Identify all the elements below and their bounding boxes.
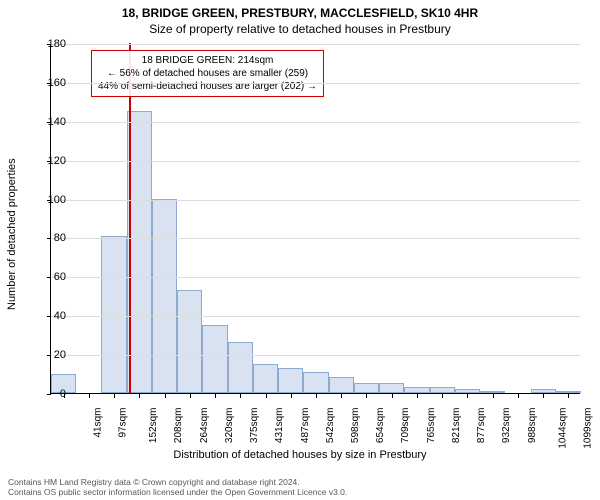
xtick-label: 264sqm	[199, 408, 210, 444]
ytick-label: 40	[36, 310, 66, 322]
chart-title-sub: Size of property relative to detached ho…	[0, 20, 600, 36]
grid-line	[51, 238, 580, 239]
histogram-bar	[278, 368, 303, 393]
y-axis-title: Number of detached properties	[6, 158, 18, 310]
xtick-mark	[392, 394, 393, 398]
histogram-bar	[329, 377, 354, 393]
histogram-bar	[480, 391, 505, 393]
xtick-label: 598sqm	[350, 408, 361, 444]
xtick-mark	[114, 394, 115, 398]
footer-line2: Contains OS public sector information li…	[8, 487, 347, 498]
histogram-bar	[354, 383, 379, 393]
xtick-label: 988sqm	[527, 408, 538, 444]
xtick-label: 431sqm	[274, 408, 285, 444]
grid-line	[51, 44, 580, 45]
ytick-label: 160	[36, 77, 66, 89]
xtick-mark	[366, 394, 367, 398]
histogram-bar	[228, 342, 253, 393]
histogram-bar	[556, 391, 581, 393]
xtick-label: 375sqm	[249, 408, 260, 444]
ytick-label: 80	[36, 232, 66, 244]
footer-attribution: Contains HM Land Registry data © Crown c…	[8, 477, 347, 498]
xtick-mark	[291, 394, 292, 398]
xtick-label: 1044sqm	[558, 408, 569, 449]
xtick-mark	[316, 394, 317, 398]
grid-line	[51, 83, 580, 84]
xtick-mark	[467, 394, 468, 398]
xtick-mark	[518, 394, 519, 398]
histogram-bar	[303, 372, 328, 393]
xtick-label: 654sqm	[375, 408, 386, 444]
xtick-mark	[266, 394, 267, 398]
chart-title-main: 18, BRIDGE GREEN, PRESTBURY, MACCLESFIEL…	[0, 0, 600, 20]
xtick-label: 821sqm	[451, 408, 462, 444]
grid-line	[51, 122, 580, 123]
ytick-label: 100	[36, 194, 66, 206]
xtick-label: 1099sqm	[583, 408, 594, 449]
xtick-mark	[190, 394, 191, 398]
xtick-label: 542sqm	[325, 408, 336, 444]
ytick-label: 180	[36, 38, 66, 50]
xtick-mark	[417, 394, 418, 398]
grid-line	[51, 355, 580, 356]
xtick-mark	[568, 394, 569, 398]
grid-line	[51, 277, 580, 278]
xtick-label: 709sqm	[401, 408, 412, 444]
histogram-bar	[253, 364, 278, 393]
xtick-mark	[493, 394, 494, 398]
xtick-label: 765sqm	[426, 408, 437, 444]
xtick-label: 41sqm	[92, 408, 103, 438]
xtick-mark	[89, 394, 90, 398]
xtick-label: 208sqm	[173, 408, 184, 444]
xtick-mark	[543, 394, 544, 398]
grid-line	[51, 316, 580, 317]
xtick-mark	[341, 394, 342, 398]
histogram-bar	[379, 383, 404, 393]
histogram-bar	[177, 290, 202, 393]
ytick-label: 140	[36, 116, 66, 128]
xtick-label: 320sqm	[224, 408, 235, 444]
annotation-line2: ← 56% of detached houses are smaller (25…	[98, 67, 317, 80]
histogram-bar	[404, 387, 429, 393]
xtick-label: 152sqm	[148, 408, 159, 444]
annotation-line1: 18 BRIDGE GREEN: 214sqm	[98, 54, 317, 67]
ytick-label: 120	[36, 155, 66, 167]
histogram-bar	[152, 199, 177, 393]
annotation-box: 18 BRIDGE GREEN: 214sqm ← 56% of detache…	[91, 50, 324, 97]
xtick-label: 932sqm	[502, 408, 513, 444]
footer-line1: Contains HM Land Registry data © Crown c…	[8, 477, 347, 488]
histogram-bar	[430, 387, 455, 393]
ytick-label: 60	[36, 271, 66, 283]
chart-container: 18, BRIDGE GREEN, PRESTBURY, MACCLESFIEL…	[0, 0, 600, 500]
xtick-mark	[139, 394, 140, 398]
histogram-bar	[202, 325, 227, 393]
plot-area: 18 BRIDGE GREEN: 214sqm ← 56% of detache…	[50, 44, 580, 394]
xtick-mark	[165, 394, 166, 398]
grid-line	[51, 200, 580, 201]
xtick-mark	[215, 394, 216, 398]
xtick-label: 487sqm	[300, 408, 311, 444]
histogram-bar	[455, 389, 480, 393]
xtick-mark	[240, 394, 241, 398]
ytick-label: 0	[36, 388, 66, 400]
histogram-bar	[531, 389, 556, 393]
xtick-label: 97sqm	[117, 408, 128, 438]
xtick-mark	[442, 394, 443, 398]
x-axis-title: Distribution of detached houses by size …	[0, 449, 600, 461]
ytick-label: 20	[36, 349, 66, 361]
grid-line	[51, 161, 580, 162]
histogram-bar	[101, 236, 126, 394]
xtick-label: 877sqm	[476, 408, 487, 444]
